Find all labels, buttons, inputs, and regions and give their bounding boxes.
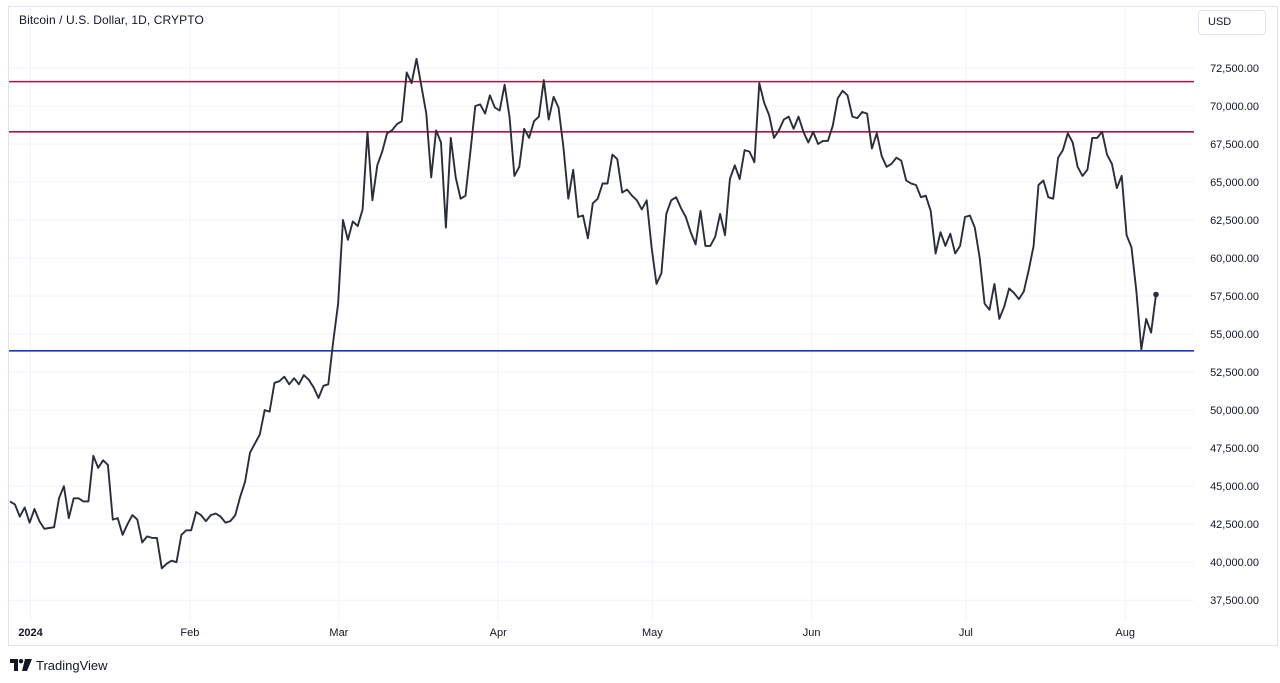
series-layer [9,57,1159,570]
price-tick-label: 72,500.00 [1210,63,1259,75]
horizontal-lines [9,80,1194,352]
time-tick-label: Jul [959,627,973,639]
price-tick-label: 40,000.00 [1210,557,1259,569]
time-tick-label: Aug [1115,627,1135,639]
chart-frame [8,6,1278,646]
price-tick-label: 57,500.00 [1210,291,1259,303]
time-tick-label: Mar [329,627,348,639]
price-tick-label: 52,500.00 [1210,367,1259,379]
price-tick-label: 55,000.00 [1210,329,1259,341]
time-tick-label: Feb [180,627,199,639]
time-tick-label: 2024 [18,627,43,639]
time-axis: 2024 Feb Mar Apr May Jun Jul Aug [18,627,1135,639]
price-tick-label: 60,000.00 [1210,253,1259,265]
time-tick-label: Jun [803,627,821,639]
price-tick-label: 67,500.00 [1210,139,1259,151]
price-series-line[interactable] [9,57,1157,570]
tradingview-brand[interactable]: TradingView [10,656,108,674]
price-tick-label: 70,000.00 [1210,101,1259,113]
tradingview-logo-icon [10,659,32,671]
brand-name: TradingView [36,657,108,673]
price-tick-label: 37,500.00 [1210,595,1259,607]
grid-layer [9,7,1194,620]
price-tick-label: 42,500.00 [1210,519,1259,531]
time-tick-label: May [642,627,663,639]
price-tick-label: 62,500.00 [1210,215,1259,227]
time-tick-label: Apr [490,627,507,639]
price-tick-label: 50,000.00 [1210,405,1259,417]
currency-button[interactable]: USD [1198,10,1266,35]
price-tick-label: 65,000.00 [1210,177,1259,189]
price-tick-label: 45,000.00 [1210,481,1259,493]
price-tick-label: 47,500.00 [1210,443,1259,455]
symbol-legend[interactable]: Bitcoin / U.S. Dollar, 1D, CRYPTO [19,13,204,27]
last-price-marker [1153,291,1159,298]
price-axis: 37,500.00 40,000.00 42,500.00 45,000.00 47,5… [1210,63,1259,607]
